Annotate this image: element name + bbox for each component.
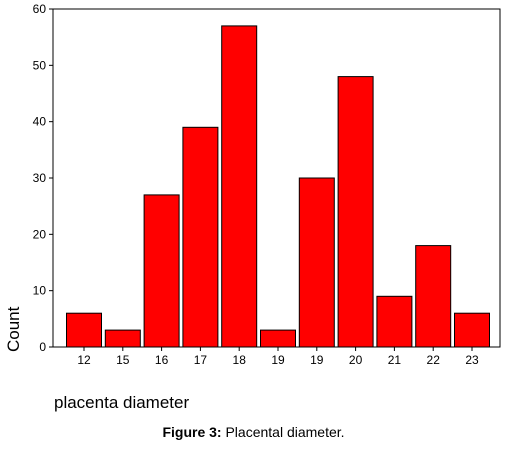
x-tick-label: 15 [116,353,130,367]
x-axis-label: placenta diameter [54,393,189,412]
bar [454,312,490,348]
x-tick-label: 19 [310,353,324,367]
bar [415,245,452,348]
y-axis: 0 10 20 30 40 50 60 [33,2,53,354]
x-tick-label: 19 [271,353,285,367]
bar [66,312,102,348]
x-tick-label: 21 [388,353,402,367]
x-axis: 12 15 16 17 18 19 19 20 21 22 23 [77,347,479,367]
bar [260,329,296,348]
y-tick-label: 40 [33,115,47,129]
y-tick-label: 50 [33,58,47,72]
caption-text: Placental diameter. [221,424,345,440]
bar [182,126,219,348]
bar [298,177,335,348]
y-tick-label: 0 [39,340,46,354]
figure-caption: Figure 3: Placental diameter. [0,424,507,440]
x-tick-label: 18 [233,353,247,367]
bar [221,25,258,348]
y-tick-label: 10 [33,284,47,298]
y-tick-label: 60 [33,2,47,16]
y-axis-label: Count [4,306,23,352]
y-tick-label: 30 [33,171,47,185]
bar [104,329,141,348]
x-tick-label: 22 [427,353,441,367]
x-tick-label: 12 [77,353,91,367]
bar [143,194,180,348]
y-tick-label: 20 [33,227,47,241]
x-tick-label: 20 [349,353,363,367]
bar [376,295,413,348]
x-tick-label: 17 [194,353,208,367]
x-tick-label: 16 [155,353,169,367]
caption-label: Figure 3: [162,424,222,440]
bar [337,76,374,348]
x-tick-label: 23 [465,353,479,367]
